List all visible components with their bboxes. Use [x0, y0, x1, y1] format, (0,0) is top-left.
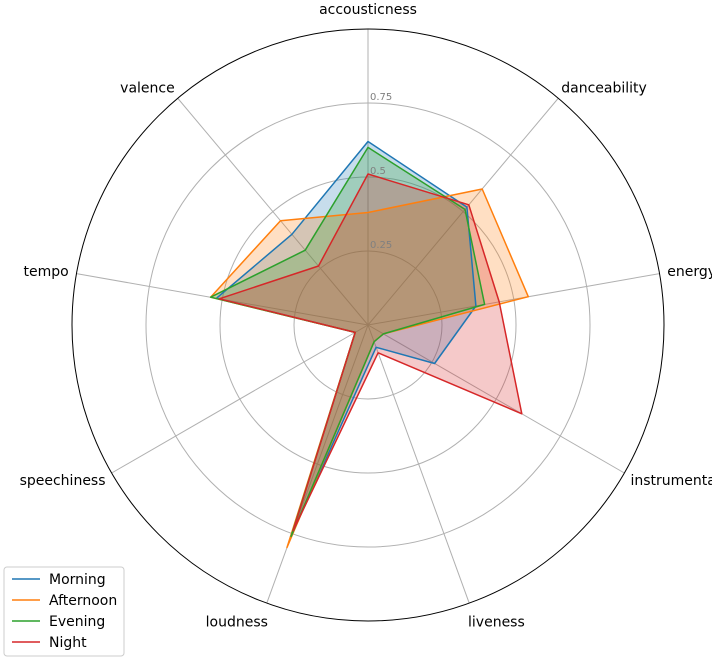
axis-label: accousticness: [319, 2, 417, 18]
legend-label: Evening: [49, 614, 105, 630]
axis-label: speechiness: [20, 473, 106, 489]
axis-label: valence: [120, 81, 175, 97]
axis-label: instrumentalness: [630, 473, 712, 489]
axis-spoke: [111, 324, 369, 474]
axis-label: loudness: [206, 614, 268, 630]
axis-spoke: [367, 324, 625, 474]
tick-label: 0.25: [370, 240, 392, 251]
series-fill: [210, 147, 485, 537]
label-layer: 0.25 0.5 0.75 accousticness danceability ener…: [20, 2, 712, 630]
tick-label: 0.5: [370, 166, 386, 177]
axis-spoke: [177, 97, 369, 326]
legend: Morning Afternoon Evening Night: [3, 566, 125, 657]
series-layer: [209, 140, 530, 549]
axis-spoke: [367, 273, 660, 326]
grid-layer: [71, 28, 665, 622]
legend-label: Morning: [49, 572, 106, 588]
axis-label: danceability: [561, 81, 647, 97]
tick-label: 0.75: [370, 92, 392, 103]
series-line: [209, 146, 486, 538]
axis-label: tempo: [24, 264, 69, 280]
axis-label: energy: [667, 264, 712, 280]
axis-label: liveness: [468, 614, 525, 630]
legend-box: [3, 566, 125, 657]
axis-spoke: [367, 97, 559, 326]
axis-spoke: [367, 324, 470, 604]
legend-label: Afternoon: [49, 593, 117, 609]
series-line: [218, 173, 523, 532]
legend-label: Night: [49, 635, 87, 651]
axis-spoke: [266, 324, 369, 604]
series-fill: [219, 174, 522, 531]
series-fill: [216, 141, 476, 537]
series-fill: [210, 189, 529, 548]
series-line: [215, 140, 477, 538]
outer-frame: [71, 28, 665, 622]
